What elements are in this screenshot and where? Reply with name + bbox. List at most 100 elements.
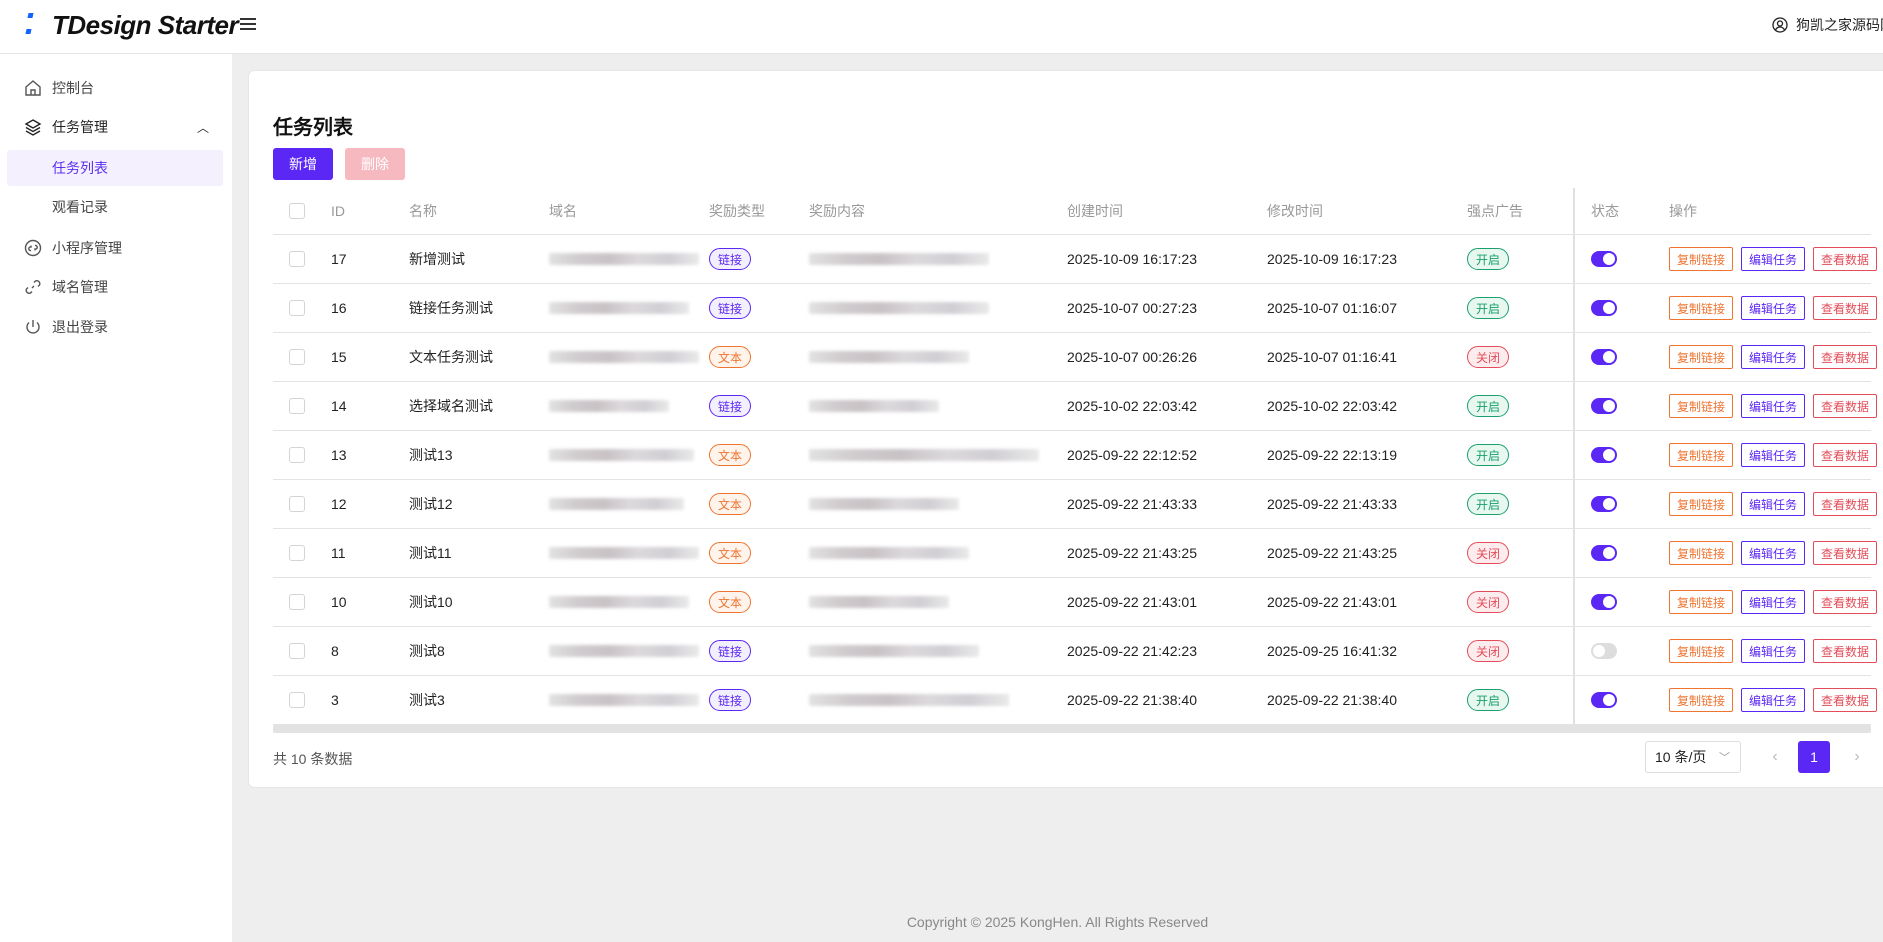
task-name: 测试10: [409, 594, 453, 610]
col-id: ID: [331, 203, 345, 219]
next-page-button[interactable]: ›: [1854, 748, 1860, 765]
row-checkbox[interactable]: [289, 496, 305, 512]
power-icon: [26, 320, 40, 334]
view-data-button[interactable]: 查看数据: [1813, 541, 1878, 565]
col-created: 创建时间: [1067, 203, 1123, 219]
copy-link-button[interactable]: 复制链接: [1669, 492, 1734, 516]
edit-task-button[interactable]: 编辑任务: [1741, 296, 1806, 320]
row-checkbox[interactable]: [289, 447, 305, 463]
view-data-button[interactable]: 查看数据: [1813, 247, 1878, 271]
select-all-checkbox[interactable]: [289, 203, 305, 219]
table-cell: 12: [331, 480, 347, 528]
task-list-card: 任务列表 新增 删除 ID 名称 域名 奖励类型 奖励内容 创建时间 修改时间 …: [248, 70, 1883, 788]
sidebar-item-logout[interactable]: 退出登录: [7, 309, 223, 345]
view-data-button[interactable]: 查看数据: [1813, 345, 1878, 369]
sidebar-item-task-management[interactable]: 任务管理 ︿: [7, 109, 223, 145]
page-1-button[interactable]: 1: [1798, 741, 1830, 773]
edit-task-button[interactable]: 编辑任务: [1741, 492, 1806, 516]
task-id: 12: [331, 496, 347, 512]
row-checkbox[interactable]: [289, 643, 305, 659]
add-button[interactable]: 新增: [273, 148, 333, 180]
edit-task-button[interactable]: 编辑任务: [1741, 688, 1806, 712]
table-cell: 关闭: [1467, 627, 1510, 675]
task-id: 8: [331, 643, 339, 659]
sidebar-item-label: 退出登录: [52, 319, 108, 335]
edit-task-button[interactable]: 编辑任务: [1741, 247, 1806, 271]
user-menu[interactable]: 狗凯之家源码网: [1772, 15, 1883, 35]
sidebar-item-label: 域名管理: [52, 279, 108, 295]
reward-type-tag: 文本: [709, 493, 752, 515]
copyright: Copyright © 2025 KongHen. All Rights Res…: [906, 914, 1209, 930]
delete-button[interactable]: 删除: [345, 148, 405, 180]
view-data-button[interactable]: 查看数据: [1813, 394, 1878, 418]
sidebar-item-dashboard[interactable]: 控制台: [7, 70, 223, 106]
task-id: 13: [331, 447, 347, 463]
view-data-button[interactable]: 查看数据: [1813, 639, 1878, 663]
table-cell: 8: [331, 627, 339, 675]
status-toggle[interactable]: [1591, 594, 1617, 610]
view-data-button[interactable]: 查看数据: [1813, 590, 1878, 614]
status-toggle[interactable]: [1591, 496, 1617, 512]
status-toggle[interactable]: [1591, 545, 1617, 561]
status-toggle[interactable]: [1591, 447, 1617, 463]
task-table: ID 名称 域名 奖励类型 奖励内容 创建时间 修改时间 强点广告 状态 操作 …: [273, 188, 1878, 725]
sidebar-item-view-records[interactable]: 观看记录: [7, 189, 223, 225]
edit-task-button[interactable]: 编辑任务: [1741, 443, 1806, 467]
sidebar-item-domain[interactable]: 域名管理: [7, 269, 223, 305]
table-cell: [549, 333, 699, 381]
table-cell: 复制链接 编辑任务 查看数据: [1669, 480, 1883, 528]
top-header: TDesign Starter 狗凯之家源码网: [0, 0, 1883, 54]
table-cell: 关闭: [1467, 578, 1510, 626]
copy-link-button[interactable]: 复制链接: [1669, 247, 1734, 271]
view-data-button[interactable]: 查看数据: [1813, 492, 1878, 516]
view-data-button[interactable]: 查看数据: [1813, 443, 1878, 467]
copy-link-button[interactable]: 复制链接: [1669, 443, 1734, 467]
domain-blurred: [549, 547, 699, 559]
prev-page-button[interactable]: ‹: [1772, 748, 1778, 765]
edit-task-button[interactable]: 编辑任务: [1741, 541, 1806, 565]
menu-toggle-icon[interactable]: [240, 15, 256, 35]
status-toggle[interactable]: [1591, 251, 1617, 267]
sidebar-item-label: 任务列表: [52, 160, 108, 176]
copy-link-button[interactable]: 复制链接: [1669, 688, 1734, 712]
row-checkbox[interactable]: [289, 545, 305, 561]
row-checkbox[interactable]: [289, 594, 305, 610]
copy-link-button[interactable]: 复制链接: [1669, 296, 1734, 320]
table-row: 13 测试13 文本 2025-09-22 22:12:52 2025-09-22 22…: [273, 431, 1878, 480]
copy-link-button[interactable]: 复制链接: [1669, 590, 1734, 614]
edit-task-button[interactable]: 编辑任务: [1741, 394, 1806, 418]
copy-link-button[interactable]: 复制链接: [1669, 639, 1734, 663]
ad-status-tag: 开启: [1467, 444, 1510, 466]
page-size-select[interactable]: 10 条/页 ﹀: [1645, 741, 1741, 773]
reward-content-blurred: [809, 694, 1009, 706]
copy-link-button[interactable]: 复制链接: [1669, 345, 1734, 369]
view-data-button[interactable]: 查看数据: [1813, 296, 1878, 320]
table-cell: 2025-09-22 22:13:19: [1267, 431, 1397, 479]
status-toggle[interactable]: [1591, 692, 1617, 708]
edit-task-button[interactable]: 编辑任务: [1741, 345, 1806, 369]
row-checkbox[interactable]: [289, 251, 305, 267]
edit-task-button[interactable]: 编辑任务: [1741, 590, 1806, 614]
row-checkbox[interactable]: [289, 300, 305, 316]
reward-type-tag: 文本: [709, 346, 752, 368]
copy-link-button[interactable]: 复制链接: [1669, 394, 1734, 418]
status-toggle[interactable]: [1591, 349, 1617, 365]
row-checkbox[interactable]: [289, 692, 305, 708]
row-checkbox[interactable]: [289, 398, 305, 414]
edit-task-button[interactable]: 编辑任务: [1741, 639, 1806, 663]
table-cell: [809, 235, 989, 283]
copy-link-button[interactable]: 复制链接: [1669, 541, 1734, 565]
table-cell: 17: [331, 235, 347, 283]
sidebar-item-task-list[interactable]: 任务列表: [7, 150, 223, 186]
status-toggle[interactable]: [1591, 300, 1617, 316]
sidebar-item-label: 任务管理: [52, 119, 108, 135]
row-checkbox[interactable]: [289, 349, 305, 365]
table-cell: 2025-10-07 00:27:23: [1067, 284, 1197, 332]
sidebar-item-miniprogram[interactable]: 小程序管理: [7, 230, 223, 266]
status-toggle[interactable]: [1591, 643, 1617, 659]
table-row: 12 测试12 文本 2025-09-22 21:43:33 2025-09-22 21…: [273, 480, 1878, 529]
status-toggle[interactable]: [1591, 398, 1617, 414]
table-cell: [1591, 333, 1617, 381]
view-data-button[interactable]: 查看数据: [1813, 688, 1878, 712]
horizontal-scrollbar[interactable]: [273, 725, 1871, 733]
